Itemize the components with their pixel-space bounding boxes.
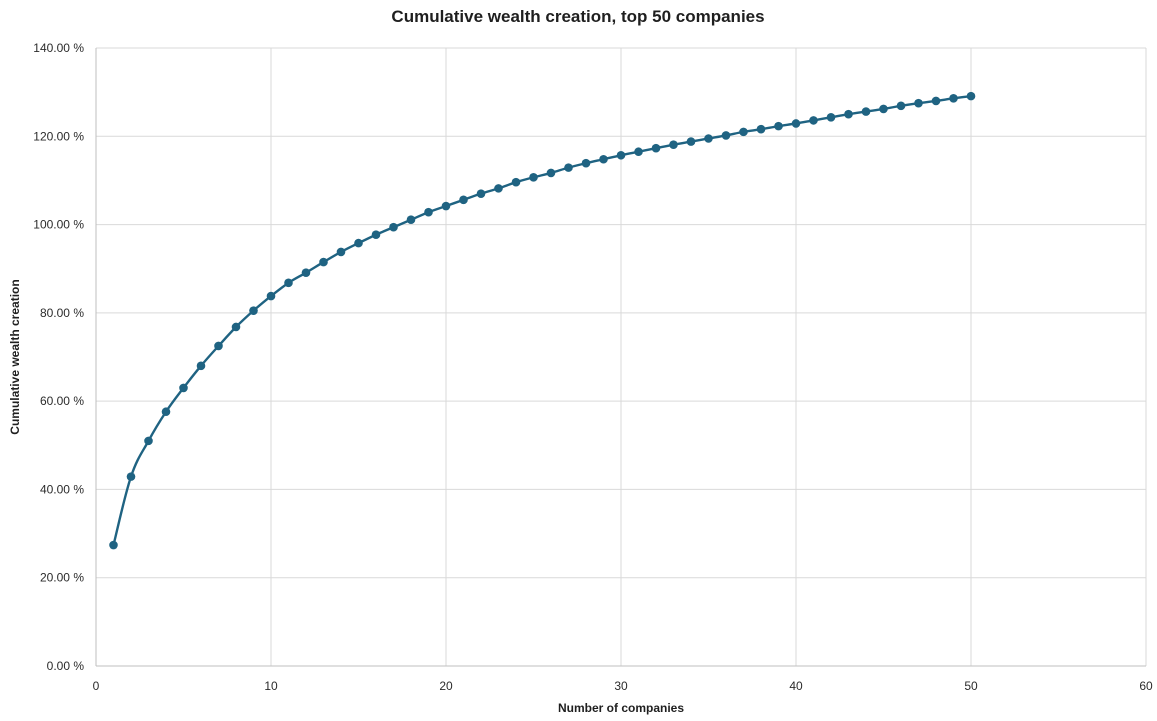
data-point <box>896 101 906 111</box>
x-axis-title: Number of companies <box>558 701 684 715</box>
data-point <box>284 278 293 288</box>
data-point <box>599 154 608 164</box>
data-point <box>564 163 573 172</box>
data-point <box>424 207 433 217</box>
data-point <box>389 222 398 232</box>
data-point <box>354 238 363 248</box>
data-point <box>756 124 766 134</box>
y-tick-label: 120.00 % <box>33 129 84 143</box>
data-point <box>669 140 678 149</box>
data-point <box>214 341 223 351</box>
x-tick-label: 10 <box>264 679 278 693</box>
data-point <box>616 150 626 160</box>
data-point <box>319 257 328 267</box>
data-point <box>651 143 661 153</box>
x-tick-label: 40 <box>789 679 803 693</box>
data-point <box>791 119 801 128</box>
data-point <box>966 91 976 101</box>
y-tick-label: 100.00 % <box>33 218 84 232</box>
data-point <box>231 322 241 332</box>
data-point <box>301 268 311 277</box>
data-point <box>161 407 171 417</box>
series-layer <box>109 91 976 550</box>
data-point <box>249 306 258 315</box>
y-tick-label: 140.00 % <box>33 41 84 55</box>
data-point <box>196 361 206 371</box>
y-tick-label: 0.00 % <box>47 659 85 673</box>
data-point <box>861 107 871 116</box>
data-point <box>371 230 381 240</box>
data-point <box>686 137 696 146</box>
x-tick-label: 0 <box>93 679 100 693</box>
data-point <box>179 383 188 393</box>
data-point <box>721 131 731 140</box>
data-point <box>546 168 556 178</box>
data-point <box>336 247 346 257</box>
y-tick-label: 20.00 % <box>40 571 84 585</box>
data-point <box>634 147 643 157</box>
data-point <box>879 104 888 114</box>
gridlines <box>96 47 1147 666</box>
series-line <box>112 94 973 547</box>
axes: 0.00 % 20.00 % 40.00 % 60.00 % 80.00 % 100.00… <box>33 41 1153 693</box>
x-tick-label: 50 <box>964 679 978 693</box>
data-point <box>406 215 416 225</box>
x-tick-label: 20 <box>439 679 453 693</box>
data-point <box>774 121 783 131</box>
data-point <box>109 540 118 550</box>
data-point <box>809 116 818 125</box>
data-point <box>739 127 748 137</box>
y-tick-label: 40.00 % <box>40 482 84 496</box>
data-point <box>126 472 136 481</box>
data-point <box>494 184 503 193</box>
data-point <box>441 201 451 211</box>
x-tick-label: 60 <box>1139 679 1153 693</box>
y-axis-title: Cumulative wealth creation <box>8 279 22 434</box>
chart-title: Cumulative wealth creation, top 50 compa… <box>391 7 764 26</box>
data-point <box>581 158 591 168</box>
data-point <box>931 96 941 106</box>
data-point <box>844 109 853 119</box>
y-tick-label: 60.00 % <box>40 394 84 408</box>
data-point <box>266 291 276 301</box>
data-point <box>459 195 468 205</box>
data-point <box>511 177 521 187</box>
data-point <box>914 98 923 108</box>
x-tick-label: 30 <box>614 679 628 693</box>
data-point <box>476 189 486 198</box>
data-point <box>949 94 958 103</box>
data-point <box>529 173 538 182</box>
y-tick-label: 80.00 % <box>40 306 84 320</box>
data-point <box>144 436 153 446</box>
data-point <box>704 134 713 143</box>
data-point <box>826 113 836 122</box>
